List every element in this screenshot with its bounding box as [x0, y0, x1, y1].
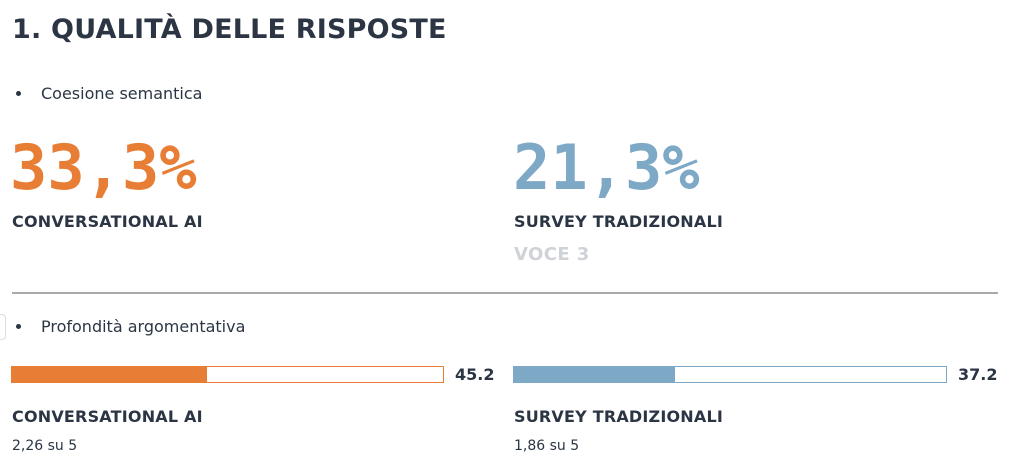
label-conversational-ai: CONVERSATIONAL AI — [12, 407, 203, 426]
bar-value-conversational-ai: 45.2 — [455, 365, 495, 384]
page-title: 1. QUALITÀ DELLE RISPOSTE — [12, 14, 447, 45]
bullet-dot-icon — [16, 91, 21, 96]
progress-bar-survey-tradizionali — [513, 366, 947, 383]
side-handle[interactable] — [0, 314, 6, 340]
bullet-coesione-semantica: Coesione semantica — [16, 84, 202, 103]
bar-value-survey-tradizionali: 37.2 — [958, 365, 998, 384]
score-conversational-ai: 2,26 su 5 — [12, 438, 78, 454]
bullet-label: Profondità argomentativa — [41, 317, 246, 336]
label-conversational-ai: CONVERSATIONAL AI — [12, 212, 203, 231]
stat-survey-tradizionali: 21,3% — [513, 131, 700, 204]
bullet-label: Coesione semantica — [41, 84, 203, 103]
progress-bar-conversational-ai — [11, 366, 444, 383]
score-survey-tradizionali: 1,86 su 5 — [514, 438, 580, 454]
section-divider — [12, 292, 998, 294]
bullet-dot-icon — [16, 324, 21, 329]
label-survey-tradizionali: SURVEY TRADIZIONALI — [514, 212, 724, 231]
bullet-profondita-argomentativa: Profondità argomentativa — [16, 317, 245, 336]
progress-bar-fill — [514, 367, 675, 382]
stat-conversational-ai: 33,3% — [10, 131, 197, 204]
label-voce-3: VOCE 3 — [514, 244, 590, 265]
label-survey-tradizionali: SURVEY TRADIZIONALI — [514, 407, 724, 426]
progress-bar-fill — [12, 367, 207, 382]
